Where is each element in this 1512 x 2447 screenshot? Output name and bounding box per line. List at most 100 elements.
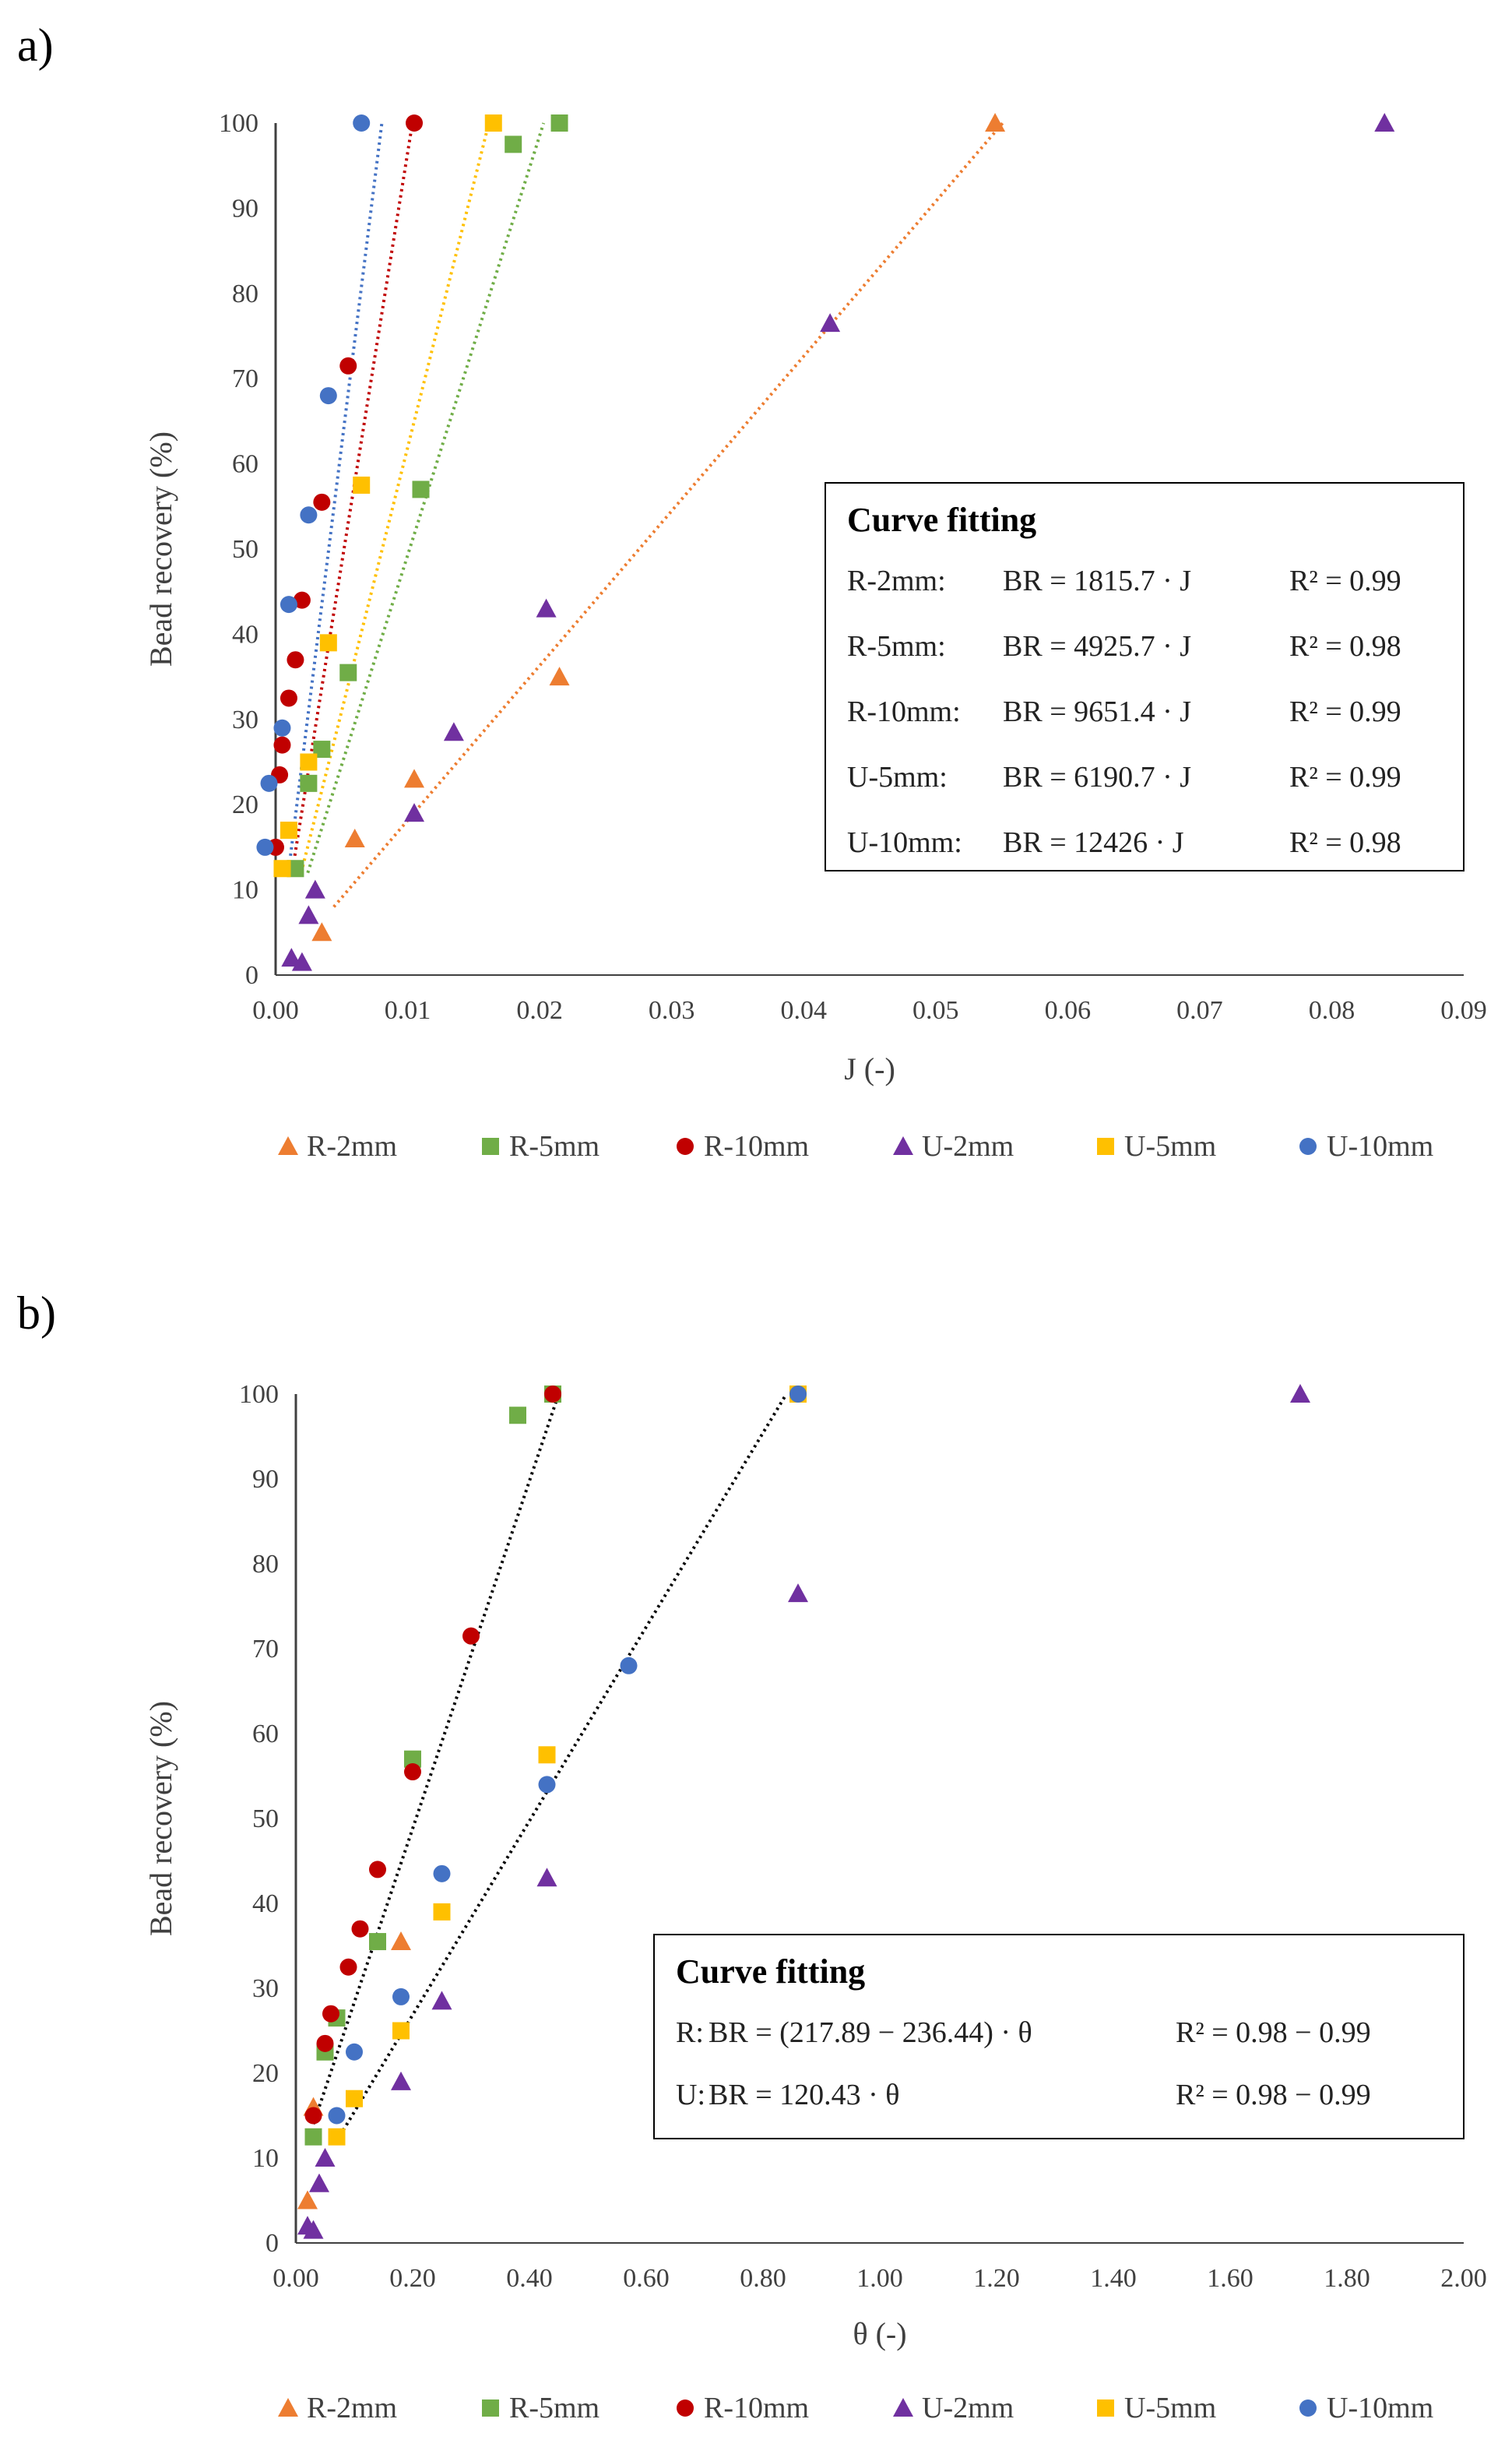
data-point-R-5mm <box>313 741 331 759</box>
fit-row-label: R-5mm: <box>847 630 946 663</box>
y-tick-label: 50 <box>232 535 258 564</box>
data-point-U-10mm <box>392 1988 410 2005</box>
fit-box-title: Curve fitting <box>847 501 1036 539</box>
fit-row-equation: BR = 6190.7 · J <box>1003 761 1191 794</box>
x-tick-label: 1.00 <box>856 2264 903 2293</box>
data-point-R-5mm <box>287 860 304 878</box>
data-point-R-2mm <box>985 113 1006 132</box>
data-point-U-2mm <box>304 879 325 899</box>
x-tick-label: 0.07 <box>1176 996 1223 1025</box>
fit-line-U-10mm <box>289 122 384 857</box>
x-tick-label: 0.05 <box>912 996 959 1025</box>
data-point-U-2mm <box>281 948 302 967</box>
legend-label: U-10mm <box>1327 2392 1433 2424</box>
data-point-R-10mm <box>462 1627 480 1645</box>
legend-marker-U-10mm <box>1299 2399 1317 2417</box>
fit-row-equation: BR = 9651.4 · J <box>1003 695 1191 728</box>
data-point-U-10mm <box>256 838 274 856</box>
fit-row-r2: R² = 0.99 <box>1289 695 1401 728</box>
fit-line-R-10mm <box>293 122 414 857</box>
data-point-U-5mm <box>273 860 291 878</box>
data-point-U-2mm <box>536 1868 557 1887</box>
fit-row-equation: BR = 1815.7 · J <box>1003 565 1191 597</box>
data-point-R-10mm <box>406 114 424 132</box>
legend-marker-U-2mm <box>893 2398 913 2417</box>
fit-row-equation: BR = 4925.7 · J <box>1003 630 1191 663</box>
data-point-U-2mm <box>303 2220 324 2239</box>
legend-marker-U-10mm <box>1299 1138 1317 1155</box>
fit-box-border <box>653 1934 1465 2139</box>
x-tick-label: 2.00 <box>1440 2264 1487 2293</box>
data-point-R-5mm <box>505 136 522 153</box>
x-tick-label: 0.04 <box>780 996 827 1025</box>
y-tick-label: 40 <box>232 620 258 649</box>
fit-row-label: R: <box>676 2016 704 2049</box>
legend-label: U-10mm <box>1327 1130 1433 1163</box>
series-U-10mm <box>328 1385 807 2125</box>
series-R-5mm <box>287 114 568 878</box>
data-point-R-10mm <box>316 2034 334 2052</box>
fit-line-R <box>311 1393 561 2125</box>
series-R-2mm <box>311 113 1006 942</box>
series-U-10mm <box>256 114 371 856</box>
legend: R-2mm R-5mm R-10mm U-2mm U-5mm U-10mm <box>278 2392 1433 2424</box>
data-point-R-5mm <box>300 774 318 792</box>
y-tick-label: 0 <box>245 961 258 990</box>
data-point-U-5mm <box>353 476 371 494</box>
fit-row-r2: R² = 0.98 <box>1289 826 1401 859</box>
legend-label: R-5mm <box>509 2392 600 2424</box>
data-point-R-2mm <box>311 922 332 942</box>
fit-row-r2: R² = 0.98 <box>1289 630 1401 663</box>
x-axis-label: θ (-) <box>853 2316 906 2351</box>
legend-label: R-5mm <box>509 1130 600 1163</box>
x-tick-label: 0.20 <box>389 2264 436 2293</box>
data-point-R-5mm <box>339 664 357 681</box>
fit-row-r2: R² = 0.99 <box>1289 761 1401 794</box>
data-point-U-5mm <box>328 2128 346 2146</box>
data-point-R-2mm <box>297 2190 318 2209</box>
data-point-R-5mm <box>412 481 430 498</box>
data-point-U-2mm <box>315 2148 336 2167</box>
fit-row-r2: R² = 0.98 − 0.99 <box>1176 2079 1371 2111</box>
y-tick-label: 10 <box>232 876 258 905</box>
data-point-U-10mm <box>789 1385 807 1403</box>
legend-marker-U-2mm <box>893 1136 913 1155</box>
data-point-U-10mm <box>319 387 337 405</box>
data-point-U-5mm <box>433 1903 451 1921</box>
legend: R-2mm R-5mm R-10mm U-2mm U-5mm U-10mm <box>278 1130 1433 1163</box>
chart-a: a) 0.00 0.01 0.02 0.03 0.04 0.05 0.06 0.07 0.08 0.… <box>17 19 1487 1163</box>
y-tick-label: 60 <box>252 1720 279 1748</box>
legend-label: U-5mm <box>1124 2392 1216 2424</box>
data-point-U-2mm <box>788 1583 808 1603</box>
legend-label: R-10mm <box>704 1130 809 1163</box>
fit-row-equation: BR = (217.89 − 236.44) · θ <box>709 2016 1032 2049</box>
x-tick-label: 1.60 <box>1207 2264 1254 2293</box>
data-point-R-10mm <box>369 1861 386 1878</box>
data-point-U-5mm <box>484 114 502 132</box>
data-point-U-2mm <box>291 952 312 971</box>
legend-marker-R-2mm <box>278 1136 298 1155</box>
data-point-U-2mm <box>404 803 425 822</box>
fit-row-label: U: <box>676 2079 705 2111</box>
data-point-U-2mm <box>391 2071 411 2090</box>
data-point-R-10mm <box>544 1385 561 1403</box>
series-U-2mm <box>297 1384 1310 2239</box>
series-U-2mm <box>281 113 1395 971</box>
data-point-R-2mm <box>344 828 365 847</box>
data-point-U-5mm <box>346 2090 363 2107</box>
x-tick-label: 0.03 <box>649 996 695 1025</box>
data-point-R-10mm <box>293 591 311 609</box>
legend-marker-U-5mm <box>1097 2399 1114 2417</box>
x-tick-label: 0.02 <box>516 996 563 1025</box>
x-tick-label: 0.08 <box>1309 996 1356 1025</box>
x-tick-label: 1.80 <box>1324 2264 1370 2293</box>
data-point-U-10mm <box>620 1657 638 1674</box>
legend-label: R-10mm <box>704 2392 809 2424</box>
fit-row-r2: R² = 0.98 − 0.99 <box>1176 2016 1371 2049</box>
legend-label: U-5mm <box>1124 1130 1216 1163</box>
data-point-R-5mm <box>404 1750 421 1768</box>
panel-label: b) <box>17 1287 56 1339</box>
fit-row-label: R-10mm: <box>847 695 961 728</box>
data-point-U-5mm <box>280 822 297 840</box>
fit-line-U-5mm <box>299 122 491 874</box>
